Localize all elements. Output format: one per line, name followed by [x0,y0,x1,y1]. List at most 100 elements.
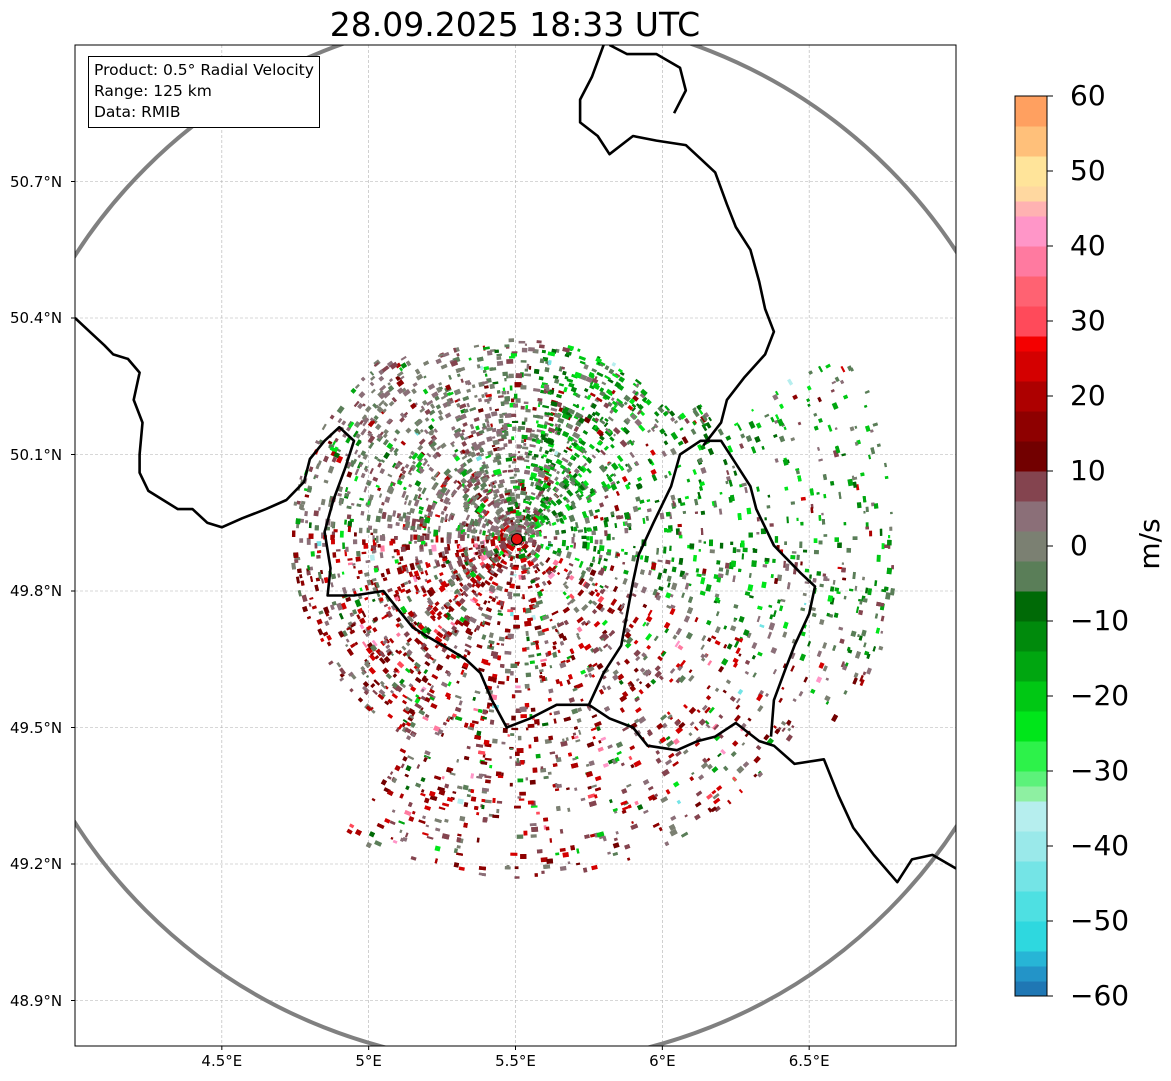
echo-cell [444,583,450,588]
echo-cell [380,683,387,690]
echo-cell [477,708,483,713]
echo-cell [418,559,423,564]
echo-cell [489,569,495,575]
echo-cell [541,870,545,875]
echo-cell [679,659,686,667]
echo-cell [833,612,839,618]
echo-cell [347,521,353,528]
echo-cell [385,568,391,575]
echo-cell [752,672,757,678]
echo-cell [431,673,439,680]
echo-cell [456,758,460,763]
echo-cell [755,422,762,429]
echo-cell [539,480,544,485]
echo-cell [744,486,748,494]
echo-cell [562,370,567,376]
echo-cell [503,443,508,448]
echo-cell [702,757,709,764]
echo-cell [642,779,650,786]
echo-cell [450,360,459,367]
echo-cell [559,641,565,646]
echo-cell [694,617,699,623]
echo-cell [566,570,573,577]
echo-cell [547,771,552,775]
echo-cell [697,444,703,451]
echo-cell [500,498,506,503]
echo-cell [492,381,499,385]
echo-cell [515,553,519,559]
echo-cell [534,552,541,559]
echo-cell [802,549,808,553]
echo-cell [589,487,595,494]
echo-cell [589,833,596,838]
echo-cell [634,718,640,724]
echo-cell [369,381,375,387]
echo-cell [533,453,539,458]
echo-cell [607,744,613,749]
echo-cell [463,508,469,513]
echo-cell [509,562,514,568]
echo-cell [511,461,516,464]
echo-cell [540,433,547,439]
echo-cell [330,604,335,611]
echo-cell [334,437,339,443]
echo-cell [610,480,616,487]
echo-cell [454,629,458,634]
echo-cell [718,665,725,673]
echo-cell [482,509,488,515]
echo-cell [349,613,355,618]
echo-cell [433,428,438,433]
echo-cell [392,839,398,844]
echo-cell [446,630,452,636]
echo-cell [436,614,442,620]
echo-cell [846,547,852,553]
echo-cell [665,511,671,517]
echo-cell [626,783,632,788]
echo-cell [539,561,545,567]
echo-cell [385,610,393,619]
echo-cell [689,543,695,549]
echo-cell [592,383,600,390]
echo-cell [456,680,460,684]
echo-cell [370,388,376,394]
echo-cell [806,385,812,391]
echo-cell [456,466,465,474]
echo-cell [499,600,504,607]
echo-cell [488,709,495,713]
echo-cell [483,739,490,746]
echo-cell [558,557,564,564]
echo-cell [473,592,478,597]
echo-cell [708,539,714,547]
echo-cell [566,601,572,606]
echo-cell [420,789,425,793]
echo-cell [694,801,702,808]
echo-cell [606,401,613,408]
echo-cell [380,545,385,552]
echo-cell [634,696,640,703]
echo-cell [362,680,370,688]
echo-cell [639,392,646,399]
echo-cell [439,516,445,524]
echo-cell [395,375,401,382]
echo-cell [407,579,412,585]
echo-cell [585,456,592,463]
echo-cell [378,508,383,514]
echo-cell [688,583,692,587]
echo-cell [473,470,480,476]
echo-cell [465,567,471,574]
echo-cell [384,685,389,690]
echo-cell [645,515,649,521]
echo-cell [799,541,803,549]
echo-cell [407,471,413,476]
echo-cell [338,631,345,638]
echo-cell [507,506,514,512]
echo-cell [437,624,443,630]
echo-cell [705,695,712,701]
echo-cell [499,528,504,533]
echo-cell [453,431,462,439]
echo-cell [572,757,577,761]
echo-cell [780,720,787,726]
echo-cell [692,554,698,562]
echo-cell [536,652,542,657]
echo-cell [778,435,786,443]
